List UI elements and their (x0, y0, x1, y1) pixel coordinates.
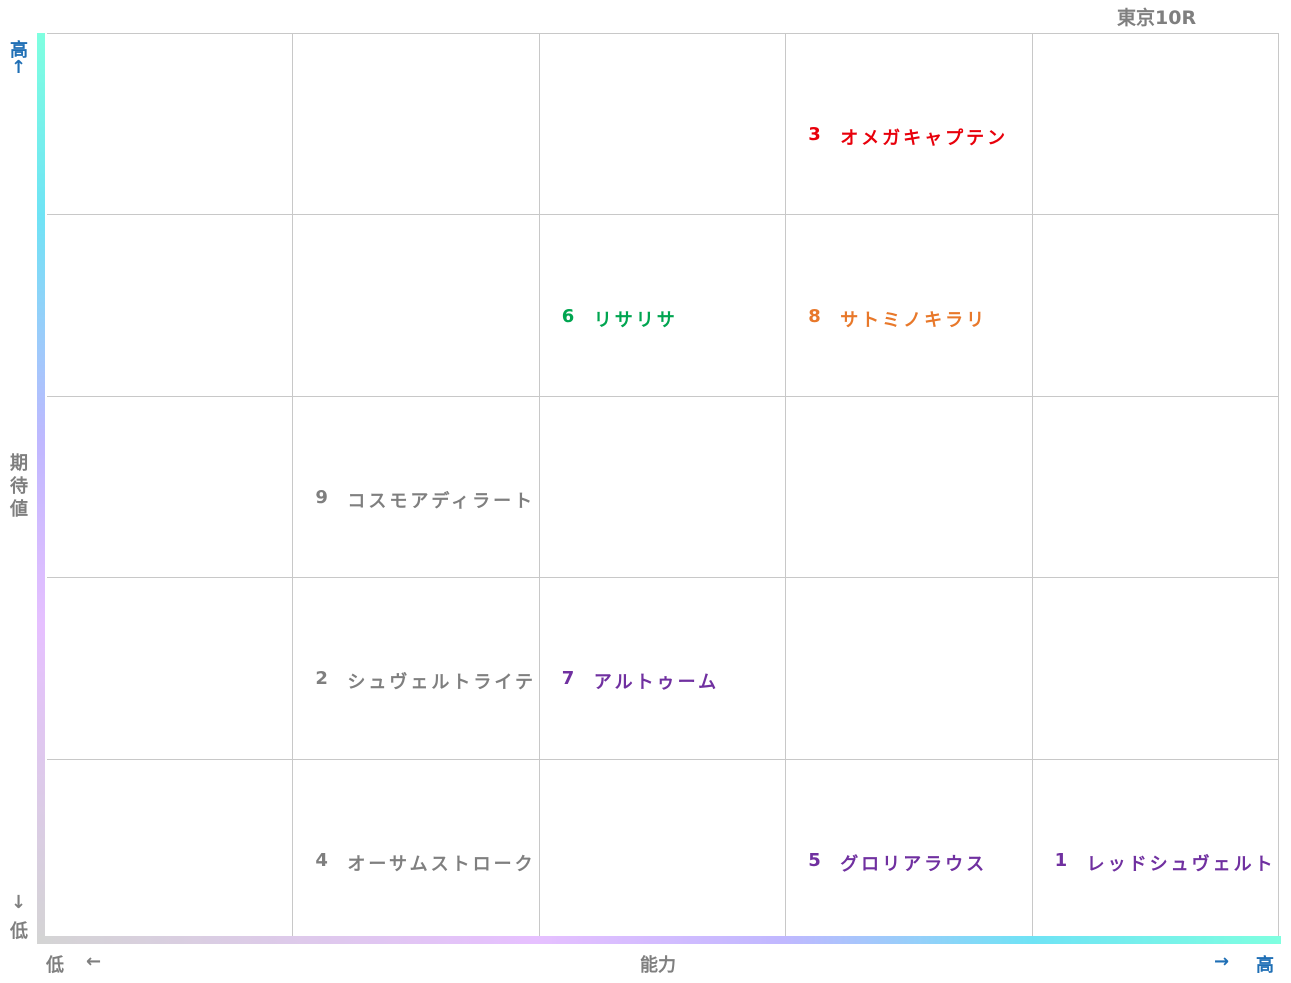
x-label: 能力 (640, 955, 676, 976)
entry-number: 5 (808, 849, 824, 871)
grid-cell: 1 レッドシュヴェルト (1032, 758, 1279, 940)
entry-number: 3 (808, 124, 824, 146)
x-high: 高 (1256, 955, 1274, 976)
x-low-arrow: ← (86, 951, 102, 972)
grid-cell (47, 758, 294, 940)
grid-cell: 3 オメガキャプテン (786, 33, 1033, 215)
x-axis-bar (37, 936, 1281, 944)
grid-cell (539, 758, 787, 940)
entry-number: 4 (315, 849, 331, 871)
entry-name: シュヴェルトライテ (347, 672, 537, 694)
y-high: 高 (10, 40, 28, 61)
y-high-arrow: ↑ (11, 57, 27, 78)
entry-number: 1 (1054, 849, 1071, 871)
entry-name: アルトゥーム (593, 672, 720, 694)
grid-cell: 9 コスモアディラート (293, 395, 540, 578)
grid-cell (786, 395, 1033, 578)
grid-cell (47, 577, 294, 759)
grid-cell (1032, 577, 1279, 759)
entry-name: オメガキャプテン (840, 128, 1009, 150)
entry-number: 7 (561, 668, 578, 690)
entry-name: リサリサ (593, 309, 678, 331)
grid: 3 オメガキャプテン 6 リサリサ 8 サトミノキラリ 9 コスモアディラート 2 シュヴェルトラ… (47, 33, 1279, 940)
x-high-arrow: → (1214, 951, 1230, 972)
entry-number: 9 (315, 486, 331, 508)
entry-name: レッドシュヴェルト (1086, 853, 1276, 875)
grid-cell (293, 214, 540, 396)
grid-cell: 4 オーサムストローク (293, 758, 540, 940)
grid-cell (1032, 33, 1279, 215)
y-low: 低 (10, 921, 28, 942)
grid-cell (539, 395, 787, 578)
grid-cell: 5 グロリアラウス (786, 758, 1033, 940)
grid-cell: 8 サトミノキラリ (786, 214, 1033, 396)
grid-cell (47, 214, 294, 396)
entry-number: 6 (561, 305, 578, 327)
entry-name: オーサムストローク (347, 853, 536, 875)
y-low-arrow: ↓ (11, 892, 27, 913)
grid-cell (293, 33, 540, 215)
entry-number: 2 (315, 668, 331, 690)
entry-number: 8 (808, 305, 824, 327)
grid-cell (786, 577, 1033, 759)
grid-cell (1032, 395, 1279, 578)
grid-cell: 6 リサリサ (539, 214, 787, 396)
grid-cell (47, 33, 294, 215)
entry-name: グロリアラウス (840, 853, 988, 875)
y-label: 期待値 (10, 453, 28, 520)
entry-name: コスモアディラート (347, 490, 536, 512)
grid-cell (1032, 214, 1279, 396)
grid-cell (47, 395, 294, 578)
grid-cell: 7 アルトゥーム (539, 577, 787, 759)
title: 東京10R (1117, 7, 1197, 29)
entry-name: サトミノキラリ (840, 309, 988, 331)
x-low: 低 (46, 955, 64, 976)
y-axis-bar (37, 33, 45, 944)
grid-cell (539, 33, 787, 215)
grid-cell: 2 シュヴェルトライテ (293, 577, 540, 759)
